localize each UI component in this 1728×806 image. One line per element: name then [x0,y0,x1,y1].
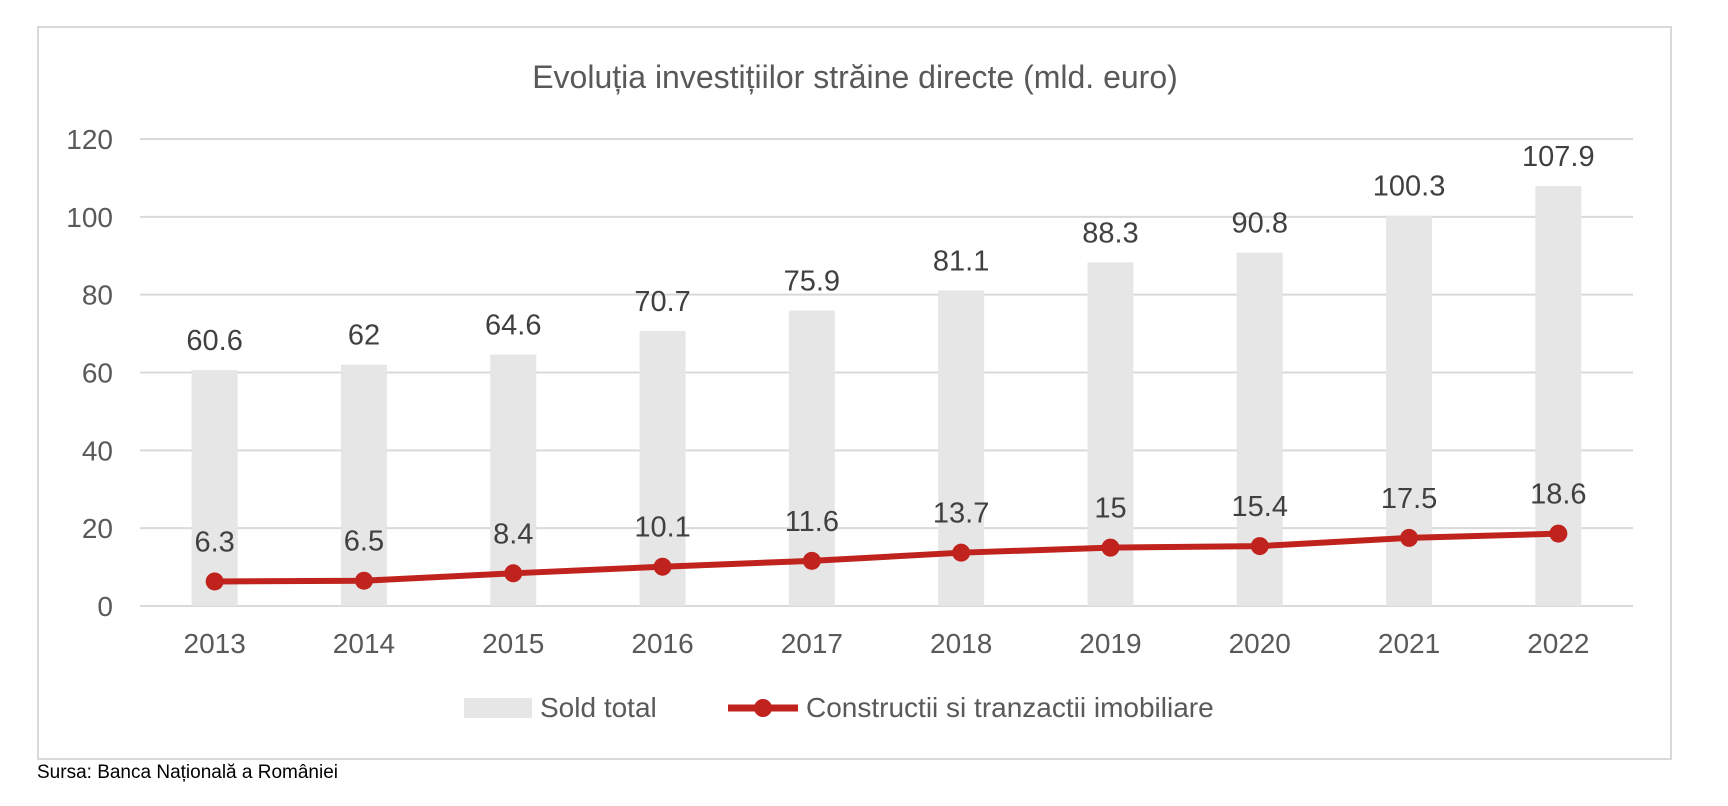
line-point [1400,528,1419,547]
x-axis-ticks: 2013 2014 2015 2016 2017 2018 2019 2020 2021 2022 [184,628,1590,659]
y-tick-label: 60 [82,358,113,389]
line-point [205,572,224,591]
y-tick-label: 80 [82,280,113,311]
chart: Evoluția investițiilor străine directe (… [66,59,1633,723]
line-point [354,571,373,590]
legend-label-constructii: Constructii si tranzactii imobiliare [806,692,1214,723]
bar [1535,186,1582,606]
x-tick-label: 2019 [1079,628,1141,659]
bar-data-label: 62 [348,320,380,352]
line-data-label: 15 [1094,493,1126,525]
line-point [1549,524,1568,543]
line-point [504,564,523,583]
line-data-label: 13.7 [933,498,989,530]
bar-data-label: 75.9 [784,266,840,298]
line-data-label: 6.3 [194,526,234,558]
y-tick-label: 100 [66,202,113,233]
x-tick-label: 2022 [1527,628,1589,659]
line-data-label: 15.4 [1232,491,1288,523]
line-point [1250,537,1269,556]
line-data-label: 11.6 [785,506,839,538]
line-point [653,557,672,576]
bar-data-label: 100.3 [1373,171,1446,203]
x-tick-label: 2014 [333,628,395,659]
line-data-label: 6.5 [344,526,384,558]
bar-data-label: 107.9 [1522,141,1595,173]
series-line [211,530,1562,585]
y-tick-label: 120 [66,124,113,155]
bar [191,370,238,606]
x-tick-label: 2017 [781,628,843,659]
bars-sold-total [191,186,1582,607]
y-tick-label: 20 [82,513,113,544]
bar-data-label: 60.6 [186,325,242,357]
line-point [1101,538,1120,557]
bar-data-label: 64.6 [485,310,541,342]
data-labels: 60.6 62 64.6 70.7 75.9 81.1 88.3 90.8 100.3 107.9… [186,141,1594,558]
bar-data-label: 81.1 [933,245,989,277]
line-point [952,543,971,562]
bar [1386,215,1433,606]
legend: Sold total Constructii si tranzactii imo… [464,692,1214,723]
x-tick-label: 2015 [482,628,544,659]
y-axis-ticks: 0 20 40 60 80 100 120 [66,124,113,622]
line-point [802,551,821,570]
line-constructii [205,524,1568,591]
line-data-label: 10.1 [634,512,690,544]
line-data-label: 8.4 [493,518,533,550]
bar-data-label: 70.7 [634,286,690,318]
x-tick-label: 2013 [184,628,246,659]
bar [490,354,537,606]
grid-lines [140,138,1633,607]
x-tick-label: 2018 [930,628,992,659]
line-data-label: 17.5 [1381,483,1437,515]
y-tick-label: 0 [97,591,113,622]
bar-data-label: 90.8 [1232,208,1288,240]
legend-swatch-sold-total [464,698,532,718]
bar [340,364,387,606]
legend-label-sold-total: Sold total [540,692,657,723]
x-tick-label: 2021 [1378,628,1440,659]
line-data-label: 18.6 [1530,479,1586,511]
x-tick-label: 2016 [631,628,693,659]
bar-data-label: 88.3 [1082,217,1138,249]
source-note: Sursa: Banca Națională a României [37,762,339,783]
y-tick-label: 40 [82,435,113,466]
chart-title: Evoluția investițiilor străine directe (… [532,59,1178,95]
legend-marker-constructii [754,699,772,717]
x-tick-label: 2020 [1229,628,1291,659]
